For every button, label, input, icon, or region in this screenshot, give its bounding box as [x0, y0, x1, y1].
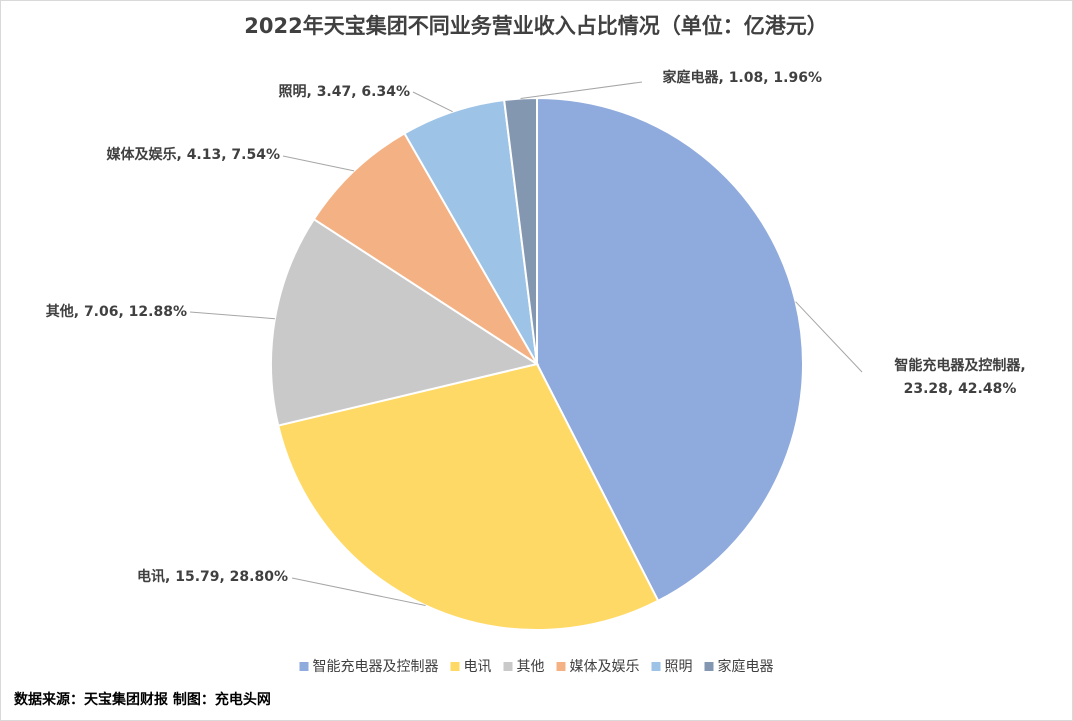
legend-label: 照明	[665, 659, 693, 675]
leader-line	[412, 91, 453, 113]
leader-line	[795, 301, 863, 373]
data-label: 其他, 7.06, 12.88%	[46, 303, 187, 320]
legend-swatch	[651, 662, 661, 671]
legend-label: 智能充电器及控制器	[313, 659, 439, 675]
legend-swatch	[450, 662, 460, 671]
pie-slice	[270, 217, 540, 427]
source-note: 数据来源：天宝集团财报 制图：充电头网	[14, 691, 271, 708]
legend-swatch	[704, 662, 714, 671]
leader-line	[520, 81, 643, 100]
data-label: 照明, 3.47, 6.34%	[279, 84, 411, 100]
leader-line	[282, 155, 355, 172]
legend-label: 媒体及娱乐	[570, 659, 640, 675]
legend-label: 家庭电器	[718, 658, 774, 675]
pie-slice	[536, 96, 804, 603]
data-label: 智能充电器及控制器, 23.28, 42.48%	[893, 357, 1025, 397]
legend-label: 其他	[517, 659, 545, 675]
legend-swatch	[556, 662, 566, 671]
legend-swatch	[503, 662, 513, 671]
leader-line	[291, 577, 426, 607]
pie-slice	[312, 132, 538, 365]
legend-swatch	[299, 662, 309, 671]
data-label: 家庭电器, 1.08, 1.96%	[663, 69, 823, 86]
leader-line	[189, 311, 275, 320]
legend-label: 电讯	[464, 659, 492, 675]
legend: 智能充电器及控制器 电讯 其他 媒体及娱乐 照明 家庭电器	[299, 658, 774, 675]
chart-title: 2022年天宝集团不同业务营业收入占比情况（单位：亿港元）	[244, 14, 827, 38]
data-label: 媒体及娱乐, 4.13, 7.54%	[106, 146, 281, 163]
data-label: 电讯, 15.79, 28.80%	[137, 568, 288, 585]
